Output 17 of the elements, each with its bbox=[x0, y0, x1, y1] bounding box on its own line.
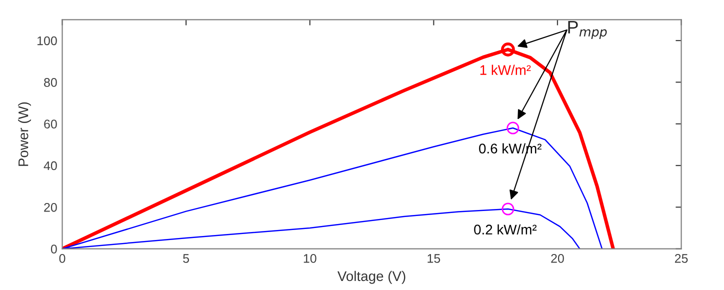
annotation: P$_{mpp}$ bbox=[568, 21, 607, 40]
x-tick-label: 20 bbox=[551, 254, 564, 263]
x-tick-label: 10 bbox=[304, 254, 316, 263]
x-tick-label: 25 bbox=[674, 254, 688, 263]
y-tick-label: 60 bbox=[44, 120, 57, 129]
x-tick-label: 0 bbox=[59, 254, 66, 263]
x-axis-title: Voltage (V) bbox=[337, 270, 406, 284]
y-tick-label: 40 bbox=[44, 161, 57, 170]
y-tick-label: 80 bbox=[44, 78, 57, 87]
x-tick-label: 15 bbox=[428, 254, 440, 263]
series-label: 0.2 kW/m² bbox=[474, 224, 537, 235]
y-tick-label: 20 bbox=[44, 202, 57, 212]
y-tick-label: 0 bbox=[50, 244, 57, 254]
y-tick-label: 100 bbox=[38, 36, 57, 46]
series-label: 1 kW/m² bbox=[480, 64, 531, 75]
y-axis-title: Power (W) bbox=[18, 102, 31, 166]
x-tick-label: 5 bbox=[183, 254, 190, 263]
